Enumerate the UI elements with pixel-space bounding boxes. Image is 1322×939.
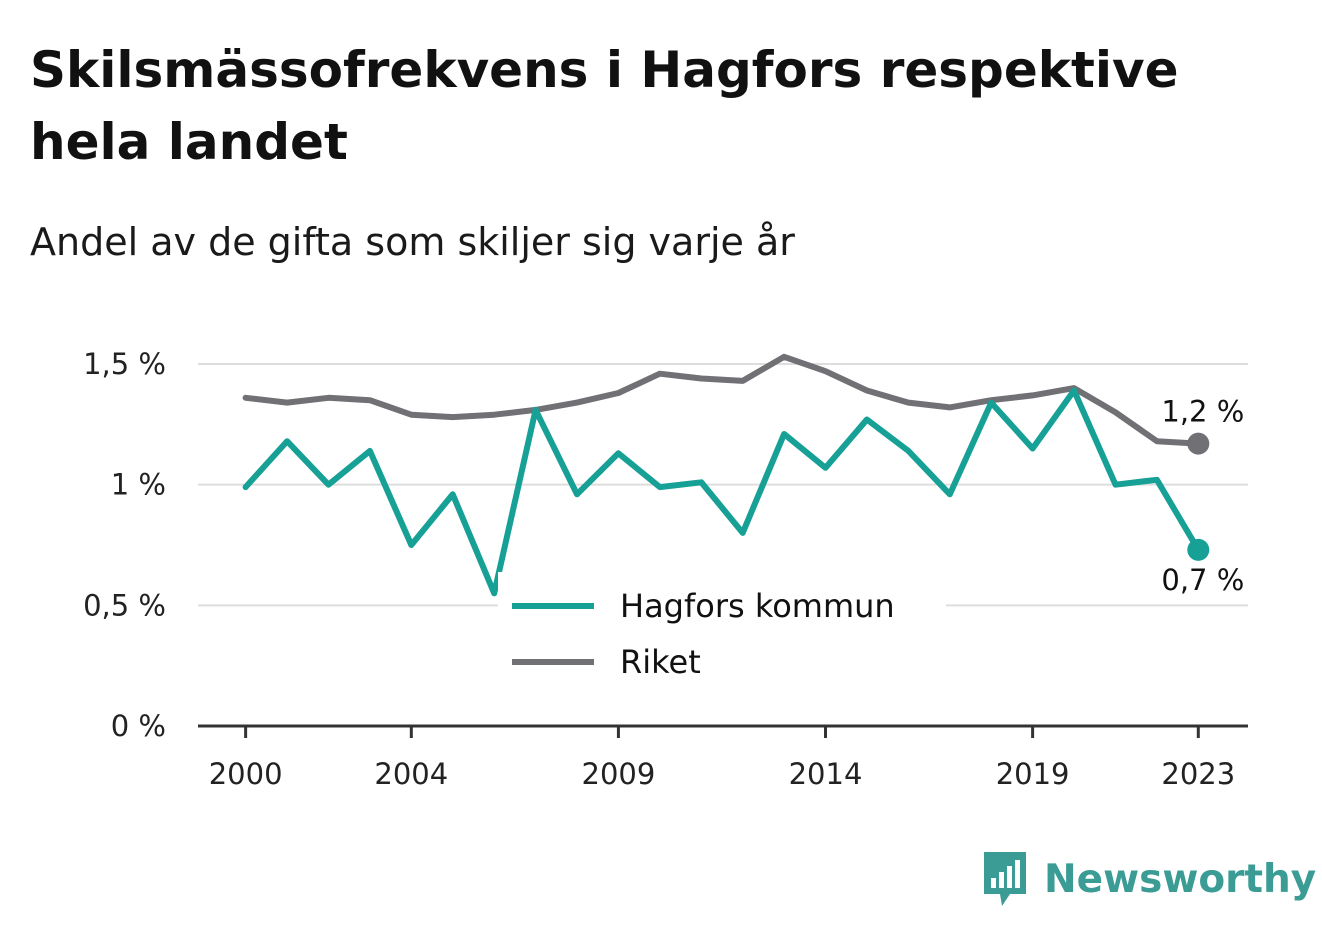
x-tick-label: 2014 (789, 757, 863, 791)
axes: 0 % 0,5 % 1 % 1,5 % 2000 2004 2009 2014 2019 2023 (83, 347, 1248, 791)
brand-name: Newsworthy (1044, 856, 1317, 902)
brand-logo: Newsworthy (980, 848, 1316, 910)
series-line-riket (242, 353, 1202, 447)
y-tick-label: 1,5 % (83, 347, 166, 381)
y-tick-label: 1 % (111, 468, 166, 502)
legend: Hagfors kommun Riket (498, 572, 946, 692)
end-point-hagfors (1187, 538, 1210, 561)
end-label-hagfors: 0,7 % (1161, 563, 1244, 597)
newsworthy-logo-icon (984, 852, 1026, 906)
y-tick-label: 0,5 % (83, 588, 166, 622)
end-point-riket (1187, 432, 1210, 455)
x-tick-label: 2009 (582, 757, 656, 791)
end-label-riket: 1,2 % (1161, 395, 1244, 429)
series-line-hagfors (242, 387, 1202, 597)
legend-label-hagfors: Hagfors kommun (620, 587, 895, 625)
x-tick-label: 2004 (374, 757, 448, 791)
end-labels: 1,2 % 0,7 % (1161, 395, 1244, 597)
x-tick-label: 2000 (209, 757, 283, 791)
chart-subtitle: Andel av de gifta som skiljer sig varje … (30, 220, 795, 264)
legend-label-riket: Riket (620, 643, 701, 681)
series (242, 353, 1210, 597)
x-tick-label: 2019 (996, 757, 1070, 791)
legend-background (498, 572, 946, 692)
x-tick-label: 2023 (1161, 757, 1235, 791)
y-tick-label: 0 % (111, 709, 166, 743)
chart-title: Skilsmässofrekvens i Hagfors respektive … (30, 41, 1179, 171)
